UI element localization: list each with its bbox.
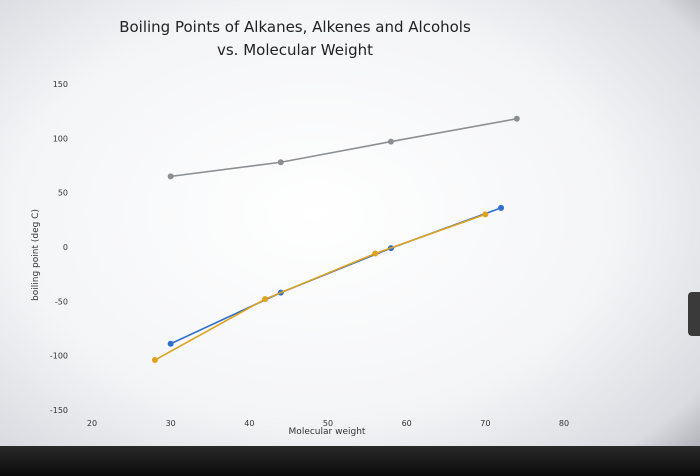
x-axis-ticks: 20 30 40 50 60 70 80 (87, 419, 569, 428)
series-line (154, 213, 486, 361)
y-tick-label: -100 (50, 352, 68, 361)
data-point (167, 340, 174, 347)
x-axis-label: Molecular weight (289, 427, 366, 437)
monitor-edge (688, 292, 700, 336)
data-point (513, 115, 520, 122)
y-tick-label: 150 (53, 80, 68, 89)
y-axis-label: boiling point (deg C) (31, 209, 41, 301)
y-tick-label: -50 (55, 297, 68, 306)
x-tick-label: 60 (402, 419, 412, 428)
y-tick-label: 50 (58, 189, 68, 198)
data-point (482, 211, 489, 218)
y-tick-label: -150 (50, 406, 68, 415)
x-tick-label: 80 (559, 419, 569, 428)
data-point (167, 173, 174, 180)
x-tick-label: 40 (244, 419, 254, 428)
x-tick-label: 50 (323, 419, 333, 428)
data-point (387, 138, 394, 145)
chart-title-line-2: vs. Molecular Weight (217, 41, 373, 59)
data-point (277, 159, 284, 166)
y-axis-ticks: 150 100 50 0 -50 -100 -150 (50, 80, 68, 415)
monitor-bezel (0, 446, 700, 476)
x-tick-label: 70 (480, 419, 490, 428)
chart-title: Boiling Points of Alkanes, Alkenes and A… (119, 18, 471, 59)
data-point (498, 204, 505, 211)
plot-area (151, 115, 520, 364)
y-tick-label: 0 (63, 243, 68, 252)
x-tick-label: 30 (166, 419, 176, 428)
data-point (151, 357, 158, 364)
series-line (170, 117, 517, 178)
series-1 (167, 115, 520, 180)
data-point (262, 296, 269, 303)
y-tick-label: 100 (53, 134, 68, 143)
chart-title-line-1: Boiling Points of Alkanes, Alkenes and A… (119, 18, 471, 36)
x-tick-label: 20 (87, 419, 97, 428)
data-point (372, 250, 379, 257)
series-3 (151, 211, 489, 364)
